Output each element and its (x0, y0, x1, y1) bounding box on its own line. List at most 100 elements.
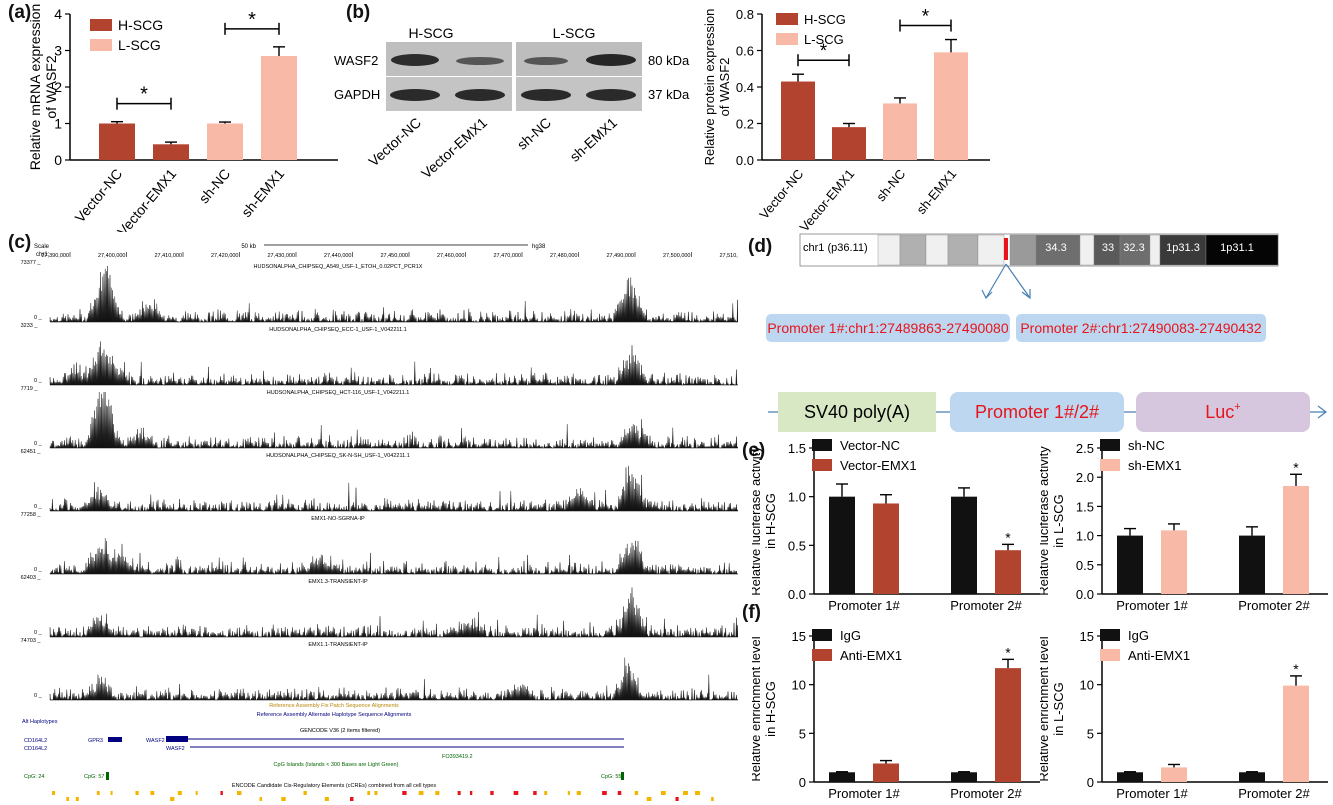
signal-track (49, 587, 738, 638)
ccre-element (457, 791, 461, 795)
y-axis-label: Relative luciferase activity (752, 446, 763, 596)
ccre-element (533, 791, 537, 795)
legend-label: sh-EMX1 (1128, 458, 1181, 473)
ccre-element (490, 791, 494, 795)
legend-label: L-SCG (118, 37, 161, 53)
track-zero-label: 0 _ (34, 504, 43, 510)
blot-lane-sh-nc: sh-NC (514, 114, 554, 152)
bar (832, 127, 866, 160)
promoter2-box (1016, 314, 1266, 342)
locus-arrow (985, 263, 1007, 299)
y-tick-label: 0.0 (1076, 587, 1094, 602)
promoter-box (950, 392, 1124, 432)
y-axis-label: Relative enrichment level (752, 636, 763, 781)
blot-group-l-scg: L-SCG (553, 25, 596, 41)
legend-swatch (1100, 649, 1120, 661)
chromosome-band (925, 234, 949, 266)
blot-band (455, 89, 505, 101)
blot-band (586, 54, 636, 66)
legend-swatch (90, 39, 112, 51)
track-zero-label: 0 _ (34, 378, 43, 384)
y-axis-label: Relative protein expression (702, 9, 717, 166)
track-max-label: 0.62451 _ (20, 449, 41, 455)
signal-track (49, 657, 738, 701)
ruler-position: 27,420,000 (211, 253, 239, 259)
y-tick-label: 2.0 (1076, 470, 1094, 485)
bar (951, 496, 977, 594)
ccre-element (418, 791, 424, 795)
genome-browser: Scale chr1: 50 kb hg38 27,390,000 27,400,… (20, 244, 738, 801)
chromosome-band (877, 234, 901, 266)
significance-marker: * (820, 41, 828, 62)
ccre-element (350, 797, 354, 801)
sv40-label: SV40 poly(A) (804, 402, 910, 422)
bar (1161, 530, 1187, 594)
blot-band (456, 57, 504, 65)
legend-label: IgG (840, 628, 861, 643)
arrow-head (981, 289, 993, 300)
track-title: HUDSONALPHA_CHIPSEQ_ECC-1_USF-1_V042211.… (269, 327, 406, 333)
track-max-label: 1.62403 _ (20, 575, 41, 581)
track-title: HUDSONALPHA_CHIPSEQ_A549_USF-1_ETOH_0.02… (254, 264, 423, 270)
track-title: EMX1-NO-SGRNA-IP (311, 516, 365, 522)
cpg-island (621, 772, 624, 780)
y-axis-label: in L-SCG (1051, 682, 1066, 735)
blot-band (524, 57, 568, 65)
x-tick-label: Promoter 2# (1238, 786, 1310, 801)
track-zero-label: 0 _ (34, 630, 43, 636)
track-title: EMX1.1-TRANSIENT-IP (308, 642, 368, 648)
significance-marker: * (1293, 661, 1299, 677)
y-tick-label: 0 (1087, 775, 1094, 790)
chart-e-luciferase-h-scg: 0.0 0.5 1.0 1.5 Relative luciferase activity… (752, 438, 1040, 613)
legend-swatch (776, 13, 798, 25)
chromosome-band (1035, 234, 1081, 266)
cpg-24: CpG: 24 (24, 774, 44, 780)
track-max-label: 0.73377 _ (20, 260, 41, 266)
bar (995, 668, 1021, 782)
gene-gpr3: GPR3 (88, 738, 103, 744)
y-tick-label: 1.5 (788, 441, 806, 456)
chromosome-label: chr1 (p36.11) (803, 242, 868, 254)
blot-lane-vector-emx1: Vector-EMX1 (418, 114, 490, 181)
blot-group-h-scg: H-SCG (408, 25, 453, 41)
y-tick-label: 2 (54, 79, 62, 95)
significance-marker: * (1293, 459, 1299, 475)
y-tick-label: 0 (54, 152, 62, 168)
x-tick-label: sh-NC (196, 166, 234, 207)
locus-marker (1004, 238, 1008, 260)
ccre-element (544, 791, 548, 795)
cpg-island (106, 772, 109, 780)
gene-wasf2: WASF2 (146, 738, 165, 744)
cpg-55: CpG: 55 (601, 774, 621, 780)
ccre-element (513, 791, 519, 795)
band-34-3: 34.3 (1045, 242, 1066, 254)
chart-b-protein-expression: 0.0 0.2 0.4 0.6 0.8 Relative protein expressi… (702, 7, 990, 232)
ccre-element (237, 791, 242, 795)
ruler-position: 27,390,000 (41, 253, 69, 259)
assembly-label: hg38 (532, 244, 546, 250)
bar (1239, 772, 1265, 782)
chromosome-band (1149, 234, 1161, 266)
track-max-label: 1.3233 _ (20, 323, 38, 329)
y-tick-label: 0.2 (736, 117, 754, 132)
ccre-element (683, 791, 688, 795)
legend-label: Vector-NC (840, 438, 900, 453)
bar (873, 503, 899, 594)
y-tick-label: 1.0 (788, 490, 806, 505)
panel-label-d: (d) (748, 236, 773, 257)
legend-label: H-SCG (804, 12, 846, 27)
track-max-label: 1.7719 _ (20, 386, 38, 392)
bar (1117, 535, 1143, 594)
y-axis-label: of WASF2 (43, 55, 59, 118)
legend-swatch (812, 649, 832, 661)
gencode-track: GENCODE V36 (2 items filtered) (300, 728, 380, 734)
gene-cd164l2: CD164L2 (24, 746, 47, 752)
y-tick-label: 0.4 (736, 80, 754, 95)
ruler-position: 27,510,000 (719, 253, 738, 259)
x-tick-label: Promoter 1# (1116, 598, 1188, 613)
significance-marker: * (248, 9, 256, 31)
ccre-element (324, 797, 329, 801)
chart-e-luciferase-l-scg: 0.0 0.5 1.0 1.5 2.0 2.5 Relative luciferase ac… (1040, 438, 1328, 613)
